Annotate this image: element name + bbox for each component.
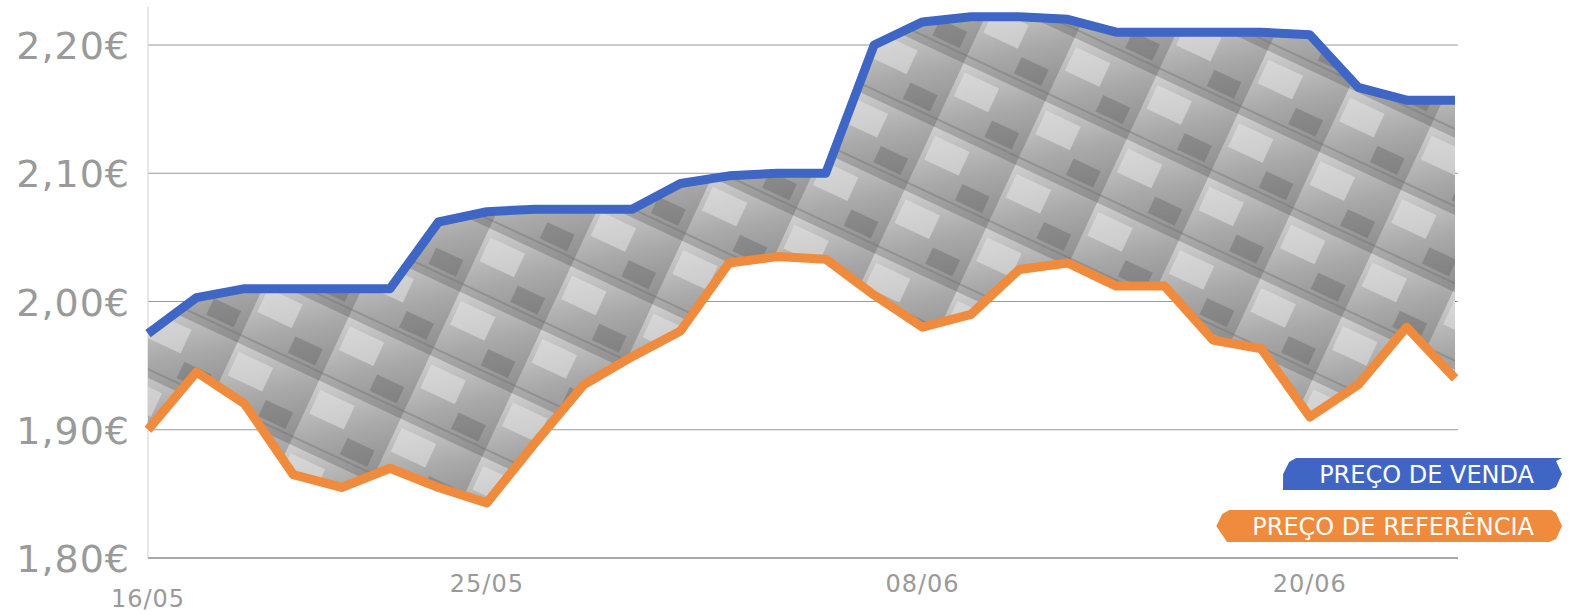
y-tick-label: 1,90€	[16, 409, 130, 453]
series-line	[148, 257, 1455, 503]
grid-line	[148, 557, 1458, 559]
series-line	[148, 17, 1455, 334]
plot-area	[148, 17, 1455, 503]
y-tick-label: 2,10€	[16, 152, 130, 196]
y-tick-label: 2,00€	[16, 281, 130, 325]
x-tick-label: 20/06	[1273, 570, 1347, 598]
x-tick-label: 25/05	[450, 570, 524, 598]
area-fill	[148, 17, 1455, 503]
y-tick-label: 1,80€	[16, 537, 130, 581]
legend-swatch	[1216, 510, 1562, 542]
legend: PREÇO DE VENDA PREÇO DE REFERÊNCIA	[1216, 458, 1562, 542]
chart: 1,80€ 1,90€ 2,00€ 2,10€ 2,20€ 16/05 25/05 08/06…	[0, 0, 1583, 615]
x-tick-label: 16/05	[111, 585, 185, 613]
y-axis	[148, 7, 149, 558]
legend-label: PREÇO DE VENDA	[1319, 461, 1534, 489]
x-tick-label: 08/06	[885, 570, 959, 598]
legend-swatch	[1283, 458, 1562, 490]
y-tick-label: 2,20€	[16, 24, 130, 68]
legend-label: PREÇO DE REFERÊNCIA	[1252, 512, 1534, 541]
